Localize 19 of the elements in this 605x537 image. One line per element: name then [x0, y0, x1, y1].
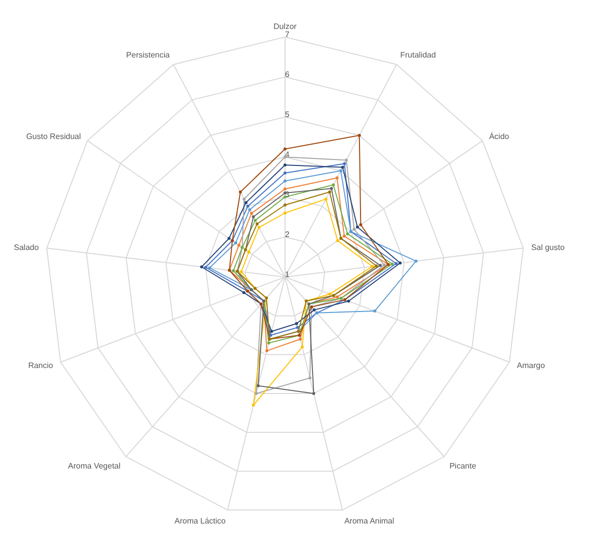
spoke-label: Aroma Láctico — [174, 516, 226, 526]
y-tick-label: 7 — [285, 30, 290, 39]
y-tick-label: 4 — [285, 150, 290, 159]
spoke-label: Dulzor — [273, 22, 297, 31]
spoke-label: Picante — [449, 461, 477, 470]
y-tick-label: 2 — [285, 230, 290, 239]
spoke-label: Rancio — [28, 360, 54, 370]
spoke-label: Ácido — [489, 132, 510, 141]
spoke-label: Persistencia — [126, 50, 170, 60]
spoke-label: Amargo — [516, 360, 546, 370]
spoke-label: Aroma Vegetal — [68, 461, 121, 470]
spoke-label: Salado — [14, 242, 40, 252]
y-tick-label: 1 — [285, 270, 290, 279]
y-tick-label: 6 — [285, 70, 290, 79]
spoke-label: Aroma Animal — [344, 516, 394, 526]
spoke-label: Gusto Residual — [26, 132, 82, 141]
spoke-label: Sal gusto — [531, 242, 566, 252]
spoke-label: Frutalidad — [400, 50, 436, 60]
y-tick-label: 5 — [285, 110, 290, 119]
